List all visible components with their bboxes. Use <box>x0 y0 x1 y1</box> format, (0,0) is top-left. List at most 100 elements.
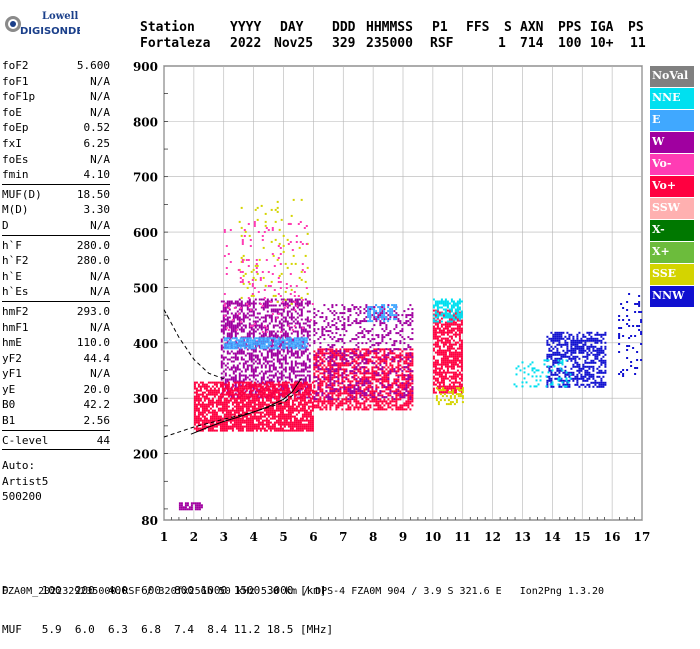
echo-point <box>302 414 304 416</box>
echo-point <box>294 398 296 400</box>
echo-point <box>437 328 439 330</box>
echo-point <box>369 390 371 392</box>
echo-point <box>554 334 556 336</box>
echo-point <box>457 324 459 326</box>
echo-point <box>435 313 437 315</box>
echo-point <box>254 400 256 402</box>
echo-point <box>389 400 391 402</box>
echo-point <box>286 422 288 424</box>
echo-point <box>243 363 245 365</box>
echo-point <box>300 428 302 430</box>
echo-point <box>276 416 278 418</box>
echo-point <box>379 394 381 396</box>
echo-point <box>445 362 447 364</box>
echo-point <box>457 364 459 366</box>
echo-point <box>196 382 198 384</box>
echo-point <box>389 348 391 350</box>
echo-point <box>224 347 226 349</box>
echo-point <box>310 414 312 416</box>
echo-point <box>554 336 556 338</box>
echo-point <box>228 347 230 349</box>
echo-point <box>457 358 459 360</box>
echo-point <box>345 392 347 394</box>
echo-point <box>385 378 387 380</box>
echo-point <box>224 402 226 404</box>
echo-point <box>200 412 202 414</box>
echo-point <box>439 312 441 314</box>
echo-point <box>206 418 208 420</box>
echo-point <box>286 410 288 412</box>
echo-point <box>250 388 252 390</box>
echo-point <box>383 398 385 400</box>
echo-point <box>272 416 274 418</box>
echo-point <box>301 319 303 321</box>
echo-point <box>341 324 343 326</box>
echo-point <box>284 422 286 424</box>
echo-point <box>383 374 385 376</box>
echo-point <box>251 353 253 355</box>
echo-point <box>383 312 385 314</box>
echo-point <box>554 372 556 374</box>
echo-point <box>243 353 245 355</box>
echo-point <box>329 346 331 348</box>
echo-point <box>329 378 331 380</box>
echo-point <box>223 351 225 353</box>
echo-point <box>261 329 263 331</box>
echo-point <box>361 356 363 358</box>
echo-point <box>285 377 287 379</box>
echo-point <box>294 345 296 347</box>
echo-point <box>443 356 445 358</box>
echo-point <box>279 367 281 369</box>
echo-point <box>435 342 437 344</box>
echo-point <box>277 357 279 359</box>
echo-point <box>301 333 303 335</box>
echo-point <box>270 422 272 424</box>
echo-point <box>302 410 304 412</box>
echo-point <box>280 412 282 414</box>
echo-point <box>280 414 282 416</box>
echo-point <box>315 370 317 372</box>
echo-point <box>275 373 277 375</box>
echo-point <box>333 344 335 346</box>
echo-point <box>443 370 445 372</box>
echo-point <box>306 384 308 386</box>
echo-point <box>389 394 391 396</box>
echo-point <box>250 394 252 396</box>
echo-point <box>355 362 357 364</box>
echo-point <box>379 382 381 384</box>
echo-point <box>282 414 284 416</box>
echo-point <box>259 325 261 327</box>
echo-point <box>327 370 329 372</box>
echo-point <box>409 388 411 390</box>
echo-point <box>302 394 304 396</box>
echo-point <box>298 422 300 424</box>
echo-point <box>385 318 387 320</box>
echo-point <box>307 305 309 307</box>
echo-point <box>389 402 391 404</box>
echo-point <box>451 344 453 346</box>
echo-point <box>228 396 230 398</box>
echo-point <box>247 361 249 363</box>
echo-point <box>343 372 345 374</box>
echo-point <box>385 396 387 398</box>
echo-point <box>351 392 353 394</box>
echo-point <box>231 379 233 381</box>
echo-point <box>457 366 459 368</box>
echo-point <box>225 325 227 327</box>
echo-point <box>262 404 264 406</box>
echo-point <box>341 392 343 394</box>
echo-point <box>266 426 268 428</box>
echo-point <box>550 350 552 352</box>
echo-point <box>323 398 325 400</box>
echo-point <box>383 350 385 352</box>
echo-point <box>347 324 349 326</box>
echo-point <box>331 346 333 348</box>
echo-point <box>461 346 463 348</box>
echo-point <box>212 398 214 400</box>
echo-point <box>550 338 552 340</box>
echo-point <box>310 424 312 426</box>
echo-point <box>200 382 202 384</box>
echo-point <box>298 402 300 404</box>
echo-point <box>240 339 242 341</box>
